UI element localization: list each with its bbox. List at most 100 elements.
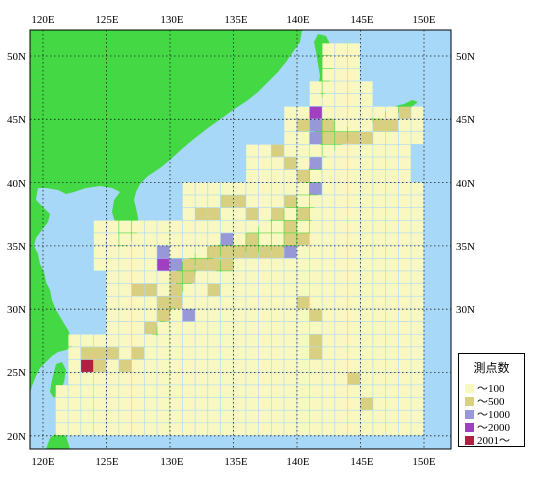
- obs-cell: [81, 385, 94, 398]
- lat-label: 50N: [456, 51, 475, 63]
- obs-cell: [322, 93, 335, 107]
- obs-cell: [411, 131, 424, 145]
- obs-cell: [360, 169, 373, 182]
- obs-cell: [284, 157, 297, 170]
- obs-cell: [373, 220, 386, 233]
- obs-cell: [322, 144, 335, 157]
- obs-cell: [385, 144, 398, 157]
- obs-cell: [106, 283, 119, 296]
- obs-cell: [360, 245, 373, 258]
- obs-cell: [208, 423, 221, 436]
- obs-cell: [297, 182, 310, 195]
- obs-cell: [170, 245, 183, 258]
- obs-cell: [385, 131, 398, 145]
- obs-cell: [93, 423, 106, 436]
- obs-cell: [284, 220, 297, 233]
- obs-cell: [246, 245, 259, 258]
- obs-cell: [373, 309, 386, 322]
- obs-cell: [81, 359, 94, 372]
- obs-cell: [157, 385, 170, 398]
- obs-cell: [81, 423, 94, 436]
- obs-cell: [335, 271, 348, 284]
- obs-cell: [360, 119, 373, 132]
- obs-cell: [182, 410, 195, 423]
- obs-cell: [233, 334, 246, 347]
- obs-cell: [182, 182, 195, 195]
- obs-cell: [284, 207, 297, 220]
- obs-cell: [170, 359, 183, 372]
- obs-cell: [322, 207, 335, 220]
- obs-cell: [309, 423, 322, 436]
- obs-cell: [144, 321, 157, 334]
- obs-cell: [106, 321, 119, 334]
- obs-cell: [233, 423, 246, 436]
- obs-cell: [208, 296, 221, 309]
- obs-cell: [246, 296, 259, 309]
- obs-cell: [309, 309, 322, 322]
- obs-cell: [411, 233, 424, 246]
- obs-cell: [398, 347, 411, 360]
- obs-cell: [131, 321, 144, 334]
- lat-label: 40N: [456, 178, 475, 190]
- obs-cell: [322, 106, 335, 119]
- obs-cell: [309, 321, 322, 334]
- obs-cell: [119, 423, 132, 436]
- obs-cell: [297, 309, 310, 322]
- obs-cell: [411, 347, 424, 360]
- obs-cell: [195, 182, 208, 195]
- obs-cell: [170, 334, 183, 347]
- obs-cell: [170, 283, 183, 296]
- obs-cell: [170, 385, 183, 398]
- obs-cell: [322, 397, 335, 410]
- obs-cell: [385, 195, 398, 208]
- obs-cell: [297, 131, 310, 145]
- obs-cell: [208, 233, 221, 246]
- obs-cell: [309, 182, 322, 195]
- obs-cell: [144, 283, 157, 296]
- obs-cell: [131, 220, 144, 233]
- obs-cell: [157, 258, 170, 271]
- legend-label: 2001～: [477, 435, 510, 447]
- obs-cell: [258, 169, 271, 182]
- obs-cell: [322, 81, 335, 94]
- obs-cell: [411, 283, 424, 296]
- lon-label: 150E: [412, 14, 436, 26]
- obs-cell: [322, 296, 335, 309]
- obs-cell: [246, 169, 259, 182]
- obs-cell: [398, 334, 411, 347]
- obs-cell: [360, 258, 373, 271]
- lat-label: 40N: [7, 178, 26, 190]
- obs-cell: [55, 410, 68, 423]
- obs-cell: [284, 144, 297, 157]
- obs-cell: [131, 271, 144, 284]
- obs-cell: [246, 309, 259, 322]
- obs-cell: [119, 334, 132, 347]
- obs-cell: [297, 220, 310, 233]
- obs-cell: [233, 283, 246, 296]
- obs-cell: [271, 182, 284, 195]
- obs-cell: [157, 410, 170, 423]
- obs-cell: [182, 195, 195, 208]
- obs-cell: [220, 397, 233, 410]
- obs-cell: [119, 283, 132, 296]
- obs-cell: [246, 347, 259, 360]
- obs-cell: [347, 258, 360, 271]
- obs-cell: [182, 245, 195, 258]
- obs-cell: [131, 334, 144, 347]
- obs-cell: [360, 283, 373, 296]
- obs-cell: [106, 309, 119, 322]
- obs-cell: [271, 372, 284, 385]
- obs-cell: [335, 359, 348, 372]
- obs-cell: [131, 359, 144, 372]
- obs-cell: [271, 410, 284, 423]
- obs-cell: [284, 131, 297, 145]
- obs-cell: [297, 106, 310, 119]
- obs-cell: [220, 321, 233, 334]
- obs-cell: [335, 347, 348, 360]
- obs-cell: [55, 423, 68, 436]
- obs-cell: [385, 182, 398, 195]
- obs-cell: [106, 245, 119, 258]
- obs-cell: [119, 258, 132, 271]
- legend-item: ～500: [465, 395, 505, 408]
- obs-cell: [258, 397, 271, 410]
